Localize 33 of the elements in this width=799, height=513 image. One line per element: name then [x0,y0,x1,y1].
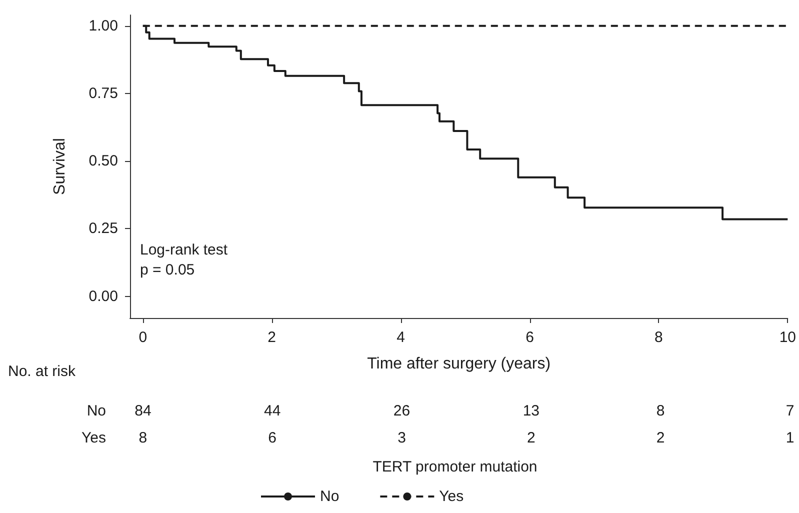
x-tick-label: 8 [654,329,663,346]
y-tick-label: 0.00 [88,288,118,305]
y-tick-label: 0.25 [88,220,118,238]
y-axis-title: Survival [52,138,68,195]
text: 8 [656,402,665,420]
legend-label: Yes [439,488,464,505]
text: 26 [393,402,410,420]
legend-title: TERT promoter mutation [372,458,538,476]
x-tick-label: 6 [526,329,534,346]
legend-label: No [320,488,340,505]
text: 6 [268,430,277,446]
x-tick-label: 0 [138,329,148,346]
text: 2 [656,430,665,446]
text: 3 [398,430,406,446]
text: 84 [134,402,152,420]
x-tick-label: 4 [396,329,405,346]
y-tick-label: 0.75 [88,84,118,102]
annotation: p = 0.05 [140,261,195,278]
text: 13 [522,402,540,420]
text: 2 [527,430,536,446]
y-tick-label: 1.00 [88,17,118,34]
x-tick-label: 2 [268,329,276,346]
annotation: Log-rank test [140,241,228,258]
y-tick-label: 0.50 [88,152,118,170]
text: No. at risk [8,363,76,380]
text: 8 [138,430,148,446]
text: 44 [264,402,281,420]
text: 7 [786,402,794,420]
text: 1 [786,430,794,446]
x-tick-label: 10 [779,329,796,346]
text: Yes [82,430,106,446]
x-axis-title: Time after surgery (years) [367,356,551,372]
text: No [86,402,106,420]
